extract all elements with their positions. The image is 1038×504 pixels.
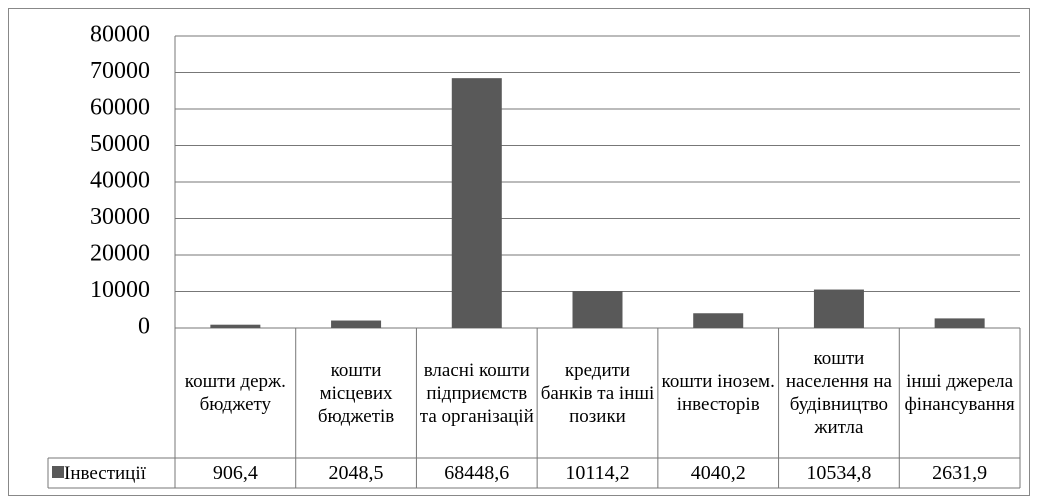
bar	[331, 320, 382, 328]
data-label: 906,4	[212, 461, 258, 484]
data-label: 2631,9	[932, 461, 988, 484]
bar	[210, 324, 261, 328]
y-tick-label: 50000	[90, 131, 150, 157]
y-tick-label: 0	[138, 314, 150, 340]
bar	[572, 291, 623, 328]
bar	[813, 289, 864, 328]
y-tick-label: 10000	[90, 277, 150, 303]
data-label: 2048,5	[328, 461, 384, 484]
x-tick-label: власні кошти підприємств та організацій	[419, 359, 534, 427]
bar	[451, 78, 502, 328]
y-tick-label: 60000	[90, 95, 150, 121]
bar	[934, 318, 985, 328]
x-tick-label: інші джерела фінансування	[904, 371, 1015, 415]
x-tick-label: кошти місцевих бюджетів	[317, 359, 395, 427]
data-label: 10114,2	[565, 461, 630, 484]
legend-swatch	[52, 466, 64, 478]
y-tick-label: 20000	[90, 241, 150, 267]
data-label: 68448,6	[444, 461, 510, 484]
legend-label: Інвестиції	[64, 462, 146, 484]
y-tick-label: 70000	[90, 58, 150, 84]
x-tick-label: кошти інозем. інвесторів	[661, 371, 775, 415]
x-tick-label: кошти населення на будівництво житла	[785, 348, 892, 438]
y-tick-label: 80000	[90, 22, 150, 48]
chart-border	[8, 8, 1030, 496]
y-tick-label: 40000	[90, 168, 150, 194]
x-tick-label: кошти держ. бюджету	[184, 371, 286, 415]
y-tick-label: 30000	[90, 204, 150, 230]
data-label: 4040,2	[690, 461, 746, 484]
bar	[693, 313, 744, 328]
data-label: 10534,8	[806, 461, 872, 484]
x-tick-label: кредити банків та інші позики	[540, 359, 655, 427]
